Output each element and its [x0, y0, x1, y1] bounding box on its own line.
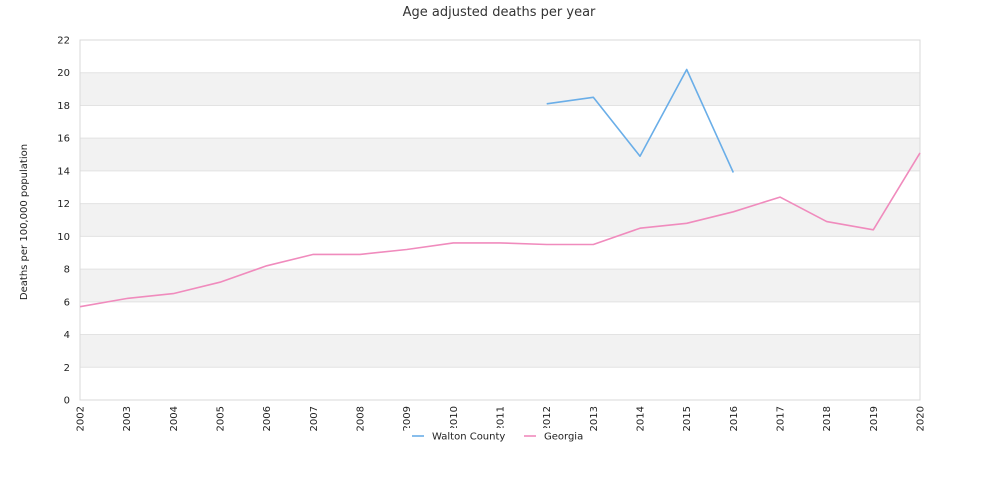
data-point[interactable] — [590, 94, 596, 100]
data-point[interactable] — [450, 240, 456, 246]
data-point[interactable] — [590, 242, 596, 248]
legend-item-background — [406, 428, 512, 442]
x-tick-label: 2016 — [729, 406, 740, 431]
data-point[interactable] — [497, 240, 503, 246]
legend-item-walton-county[interactable]: Walton County — [406, 428, 512, 443]
legend-label: Georgia — [544, 432, 583, 443]
x-tick-label: 2018 — [822, 406, 833, 431]
y-tick-label: 20 — [57, 68, 70, 79]
data-point[interactable] — [544, 242, 550, 248]
series-line-georgia — [79, 152, 921, 308]
x-axis-ticks: 2002 2003 2004 2005 2006 2007 2008 2009 2010 2011… — [76, 406, 927, 431]
x-tick-label: 2008 — [356, 406, 367, 431]
data-point[interactable] — [310, 251, 316, 257]
chart-title: Age adjusted deaths per year — [403, 5, 596, 20]
series-lines — [77, 66, 923, 310]
x-tick-label: 2020 — [916, 406, 927, 431]
grid-lines — [80, 39, 920, 401]
y-tick-label: 8 — [64, 265, 70, 276]
x-tick-label: 2011 — [496, 406, 507, 431]
x-tick-label: 2009 — [402, 406, 413, 431]
y-tick-label: 18 — [57, 101, 70, 112]
y-tick-label: 14 — [57, 166, 70, 177]
y-tick-label: 22 — [57, 36, 70, 47]
data-point[interactable] — [730, 170, 736, 176]
x-tick-label: 2019 — [869, 406, 880, 431]
x-tick-label: 2004 — [169, 406, 180, 431]
y-axis-ticks: 0 2 4 6 8 10 12 14 16 18 20 22 — [57, 36, 70, 407]
y-tick-label: 2 — [64, 363, 70, 374]
legend[interactable]: Walton County Georgia — [406, 428, 590, 443]
grid-band — [80, 203, 920, 237]
x-tick-label: 2013 — [589, 406, 600, 431]
x-tick-label: 2010 — [449, 406, 460, 431]
data-point[interactable] — [544, 101, 550, 107]
data-point[interactable] — [730, 209, 736, 215]
x-tick-label: 2002 — [76, 406, 87, 431]
data-point[interactable] — [217, 279, 223, 285]
y-tick-label: 12 — [57, 199, 70, 210]
data-point[interactable] — [777, 194, 783, 200]
y-axis-label: Deaths per 100,000 population — [19, 144, 30, 300]
data-point[interactable] — [404, 246, 410, 252]
y-tick-label: 0 — [64, 396, 70, 407]
legend-label: Walton County — [432, 432, 505, 443]
legend-item-background — [518, 428, 590, 442]
y-tick-label: 10 — [57, 232, 70, 243]
y-tick-label: 16 — [57, 134, 70, 145]
x-tick-label: 2006 — [262, 406, 273, 431]
y-tick-label: 6 — [64, 297, 70, 308]
legend-item-georgia[interactable]: Georgia — [518, 428, 590, 443]
x-tick-label: 2015 — [682, 406, 693, 431]
data-point[interactable] — [124, 296, 130, 302]
data-point[interactable] — [357, 251, 363, 257]
data-point[interactable] — [264, 263, 270, 269]
plot-border — [79, 39, 921, 401]
data-point[interactable] — [684, 66, 690, 72]
data-point[interactable] — [917, 150, 923, 156]
grid-band — [80, 72, 920, 106]
grid-bands — [80, 72, 920, 368]
x-tick-label: 2005 — [216, 406, 227, 431]
y-tick-label: 4 — [64, 330, 70, 341]
data-point[interactable] — [637, 225, 643, 231]
grid-band — [80, 269, 920, 302]
x-tick-label: 2012 — [542, 406, 553, 431]
series-line-walton-county — [546, 68, 735, 173]
data-point[interactable] — [684, 220, 690, 226]
x-tick-label: 2017 — [776, 406, 787, 431]
x-tick-label: 2003 — [122, 406, 133, 431]
grid-band — [80, 138, 920, 171]
data-point[interactable] — [77, 304, 83, 310]
x-tick-label: 2007 — [309, 406, 320, 431]
data-point[interactable] — [824, 219, 830, 225]
grid-band — [80, 334, 920, 368]
data-point[interactable] — [170, 291, 176, 297]
data-point[interactable] — [870, 227, 876, 233]
x-tick-label: 2014 — [636, 406, 647, 431]
data-point[interactable] — [637, 153, 643, 159]
